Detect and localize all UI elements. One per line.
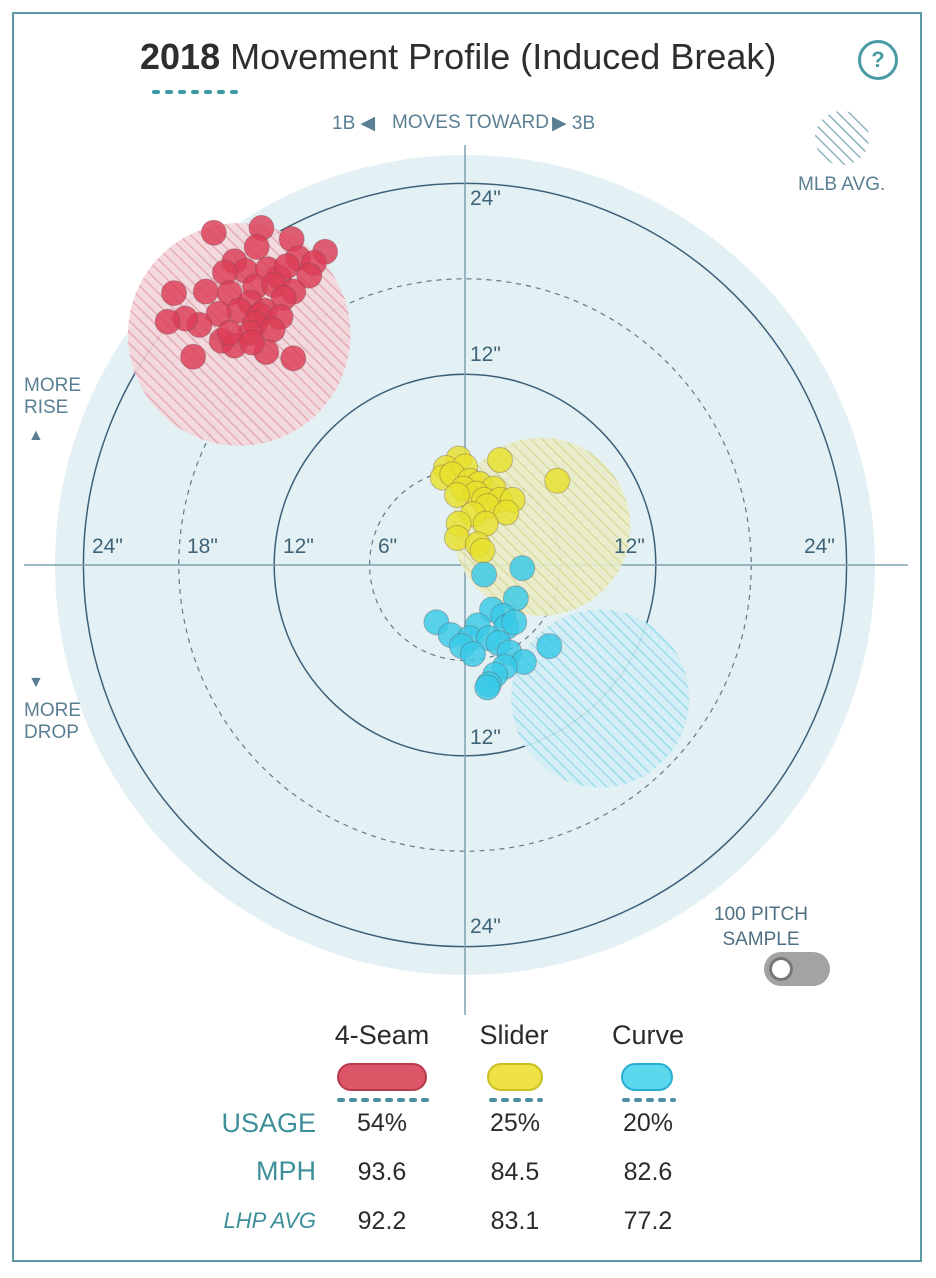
pitch-point-4-seam[interactable]	[192, 278, 219, 305]
pitch-point-4-seam[interactable]	[180, 343, 207, 370]
left-arrow-icon: ◀	[360, 113, 376, 134]
legend-name-slider: Slider	[479, 1020, 549, 1050]
legend-name-4seam: 4-Seam	[334, 1020, 430, 1050]
stats-cell: 93.6	[357, 1158, 407, 1186]
y-tick-label: 12"	[470, 343, 501, 366]
pitch-point-curve[interactable]	[474, 674, 501, 701]
pitch-point-4-seam[interactable]	[280, 345, 307, 372]
x-tick-label: 6"	[378, 535, 398, 558]
more-drop-line2: DROP	[24, 722, 79, 743]
pitch-point-curve[interactable]	[509, 555, 536, 582]
down-arrow-icon: ▼	[28, 674, 44, 691]
mlb-avg-region-curve	[511, 609, 690, 788]
x-tick-label: 24"	[92, 535, 123, 558]
stats-cell: 54%	[356, 1109, 408, 1137]
pitch-point-4-seam[interactable]	[154, 308, 181, 335]
legend-swatch-curve[interactable]	[621, 1063, 673, 1091]
stats-cell: 84.5	[490, 1158, 540, 1186]
stats-cell: 83.1	[490, 1207, 540, 1235]
pitch-point-4-seam[interactable]	[238, 329, 265, 356]
legend-dots-4seam	[337, 1098, 429, 1102]
up-arrow-icon: ▲	[28, 427, 44, 444]
stats-row-label-lhp-avg: LHP AVG	[223, 1208, 316, 1233]
pitch-point-slider[interactable]	[469, 537, 496, 564]
legend-dots-curve	[622, 1098, 676, 1102]
pitch-point-4-seam[interactable]	[216, 319, 243, 346]
pitch-point-4-seam[interactable]	[273, 253, 300, 280]
pitch-point-curve[interactable]	[459, 641, 486, 668]
pitch-point-slider[interactable]	[486, 447, 513, 474]
pitch-sample-label: 100 PITCH SAMPLE	[706, 902, 816, 952]
pitch-point-4-seam[interactable]	[200, 219, 227, 246]
x-tick-label: 18"	[187, 535, 218, 558]
y-tick-label: 12"	[470, 726, 501, 749]
legend-name-curve: Curve	[611, 1020, 685, 1050]
legend-swatch-slider[interactable]	[487, 1063, 543, 1091]
stats-cell: 82.6	[623, 1158, 673, 1186]
title-text: Movement Profile (Induced Break)	[230, 36, 777, 77]
direction-right-label: ▶ 3B	[552, 112, 595, 135]
pitch-point-4-seam[interactable]	[243, 234, 270, 260]
more-rise-line1: MORE	[24, 375, 81, 396]
help-button[interactable]: ?	[858, 40, 898, 80]
pitch-point-4-seam[interactable]	[161, 280, 188, 307]
year-dots-underline	[152, 90, 238, 94]
more-rise-label: MORE RISE ▲	[24, 375, 81, 447]
more-rise-line2: RISE	[24, 397, 69, 418]
x-tick-label: 24"	[804, 535, 835, 558]
pitch-point-4-seam[interactable]	[205, 300, 232, 327]
stats-cell: 20%	[622, 1109, 674, 1137]
pitch-point-curve[interactable]	[501, 609, 528, 636]
legend-swatch-4seam[interactable]	[337, 1063, 427, 1091]
x-tick-label: 12"	[283, 535, 314, 558]
pitch-sample-line2: SAMPLE	[722, 929, 800, 950]
pitch-point-slider[interactable]	[444, 482, 471, 509]
pitch-sample-toggle[interactable]	[764, 952, 830, 986]
direction-middle-label: MOVES TOWARD	[392, 112, 549, 133]
pitch-point-slider[interactable]	[544, 467, 571, 494]
more-drop-line1: MORE	[24, 700, 81, 721]
stats-cell: 25%	[489, 1109, 541, 1137]
more-drop-label: ▼ MORE DROP	[24, 672, 81, 744]
title-year: 2018	[140, 36, 221, 77]
direction-right-text: 3B	[571, 113, 596, 134]
stats-cell: 92.2	[357, 1207, 407, 1235]
y-tick-label: 24"	[470, 915, 501, 938]
direction-left-label: 1B ◀	[332, 112, 375, 135]
stats-row-label-mph: MPH	[256, 1156, 316, 1186]
right-arrow-icon: ▶	[552, 113, 567, 134]
stats-cell: 77.2	[623, 1207, 673, 1235]
x-tick-label: 12"	[614, 535, 645, 558]
direction-left-text: 1B	[332, 113, 356, 134]
mlb-avg-swatch	[815, 111, 869, 165]
pitch-point-curve[interactable]	[536, 633, 563, 660]
legend-dots-slider	[489, 1098, 543, 1102]
y-tick-label: 24"	[470, 187, 501, 210]
toggle-knob	[769, 957, 793, 981]
page-title: 2018 Movement Profile (Induced Break)	[140, 36, 776, 78]
pitch-point-4-seam[interactable]	[296, 262, 323, 289]
pitch-point-curve[interactable]	[471, 561, 498, 588]
pitch-point-slider[interactable]	[493, 499, 520, 526]
mlb-avg-label: MLB AVG.	[798, 174, 886, 195]
stats-row-label-usage: USAGE	[221, 1108, 316, 1138]
pitch-sample-line1: 100 PITCH	[714, 904, 808, 925]
